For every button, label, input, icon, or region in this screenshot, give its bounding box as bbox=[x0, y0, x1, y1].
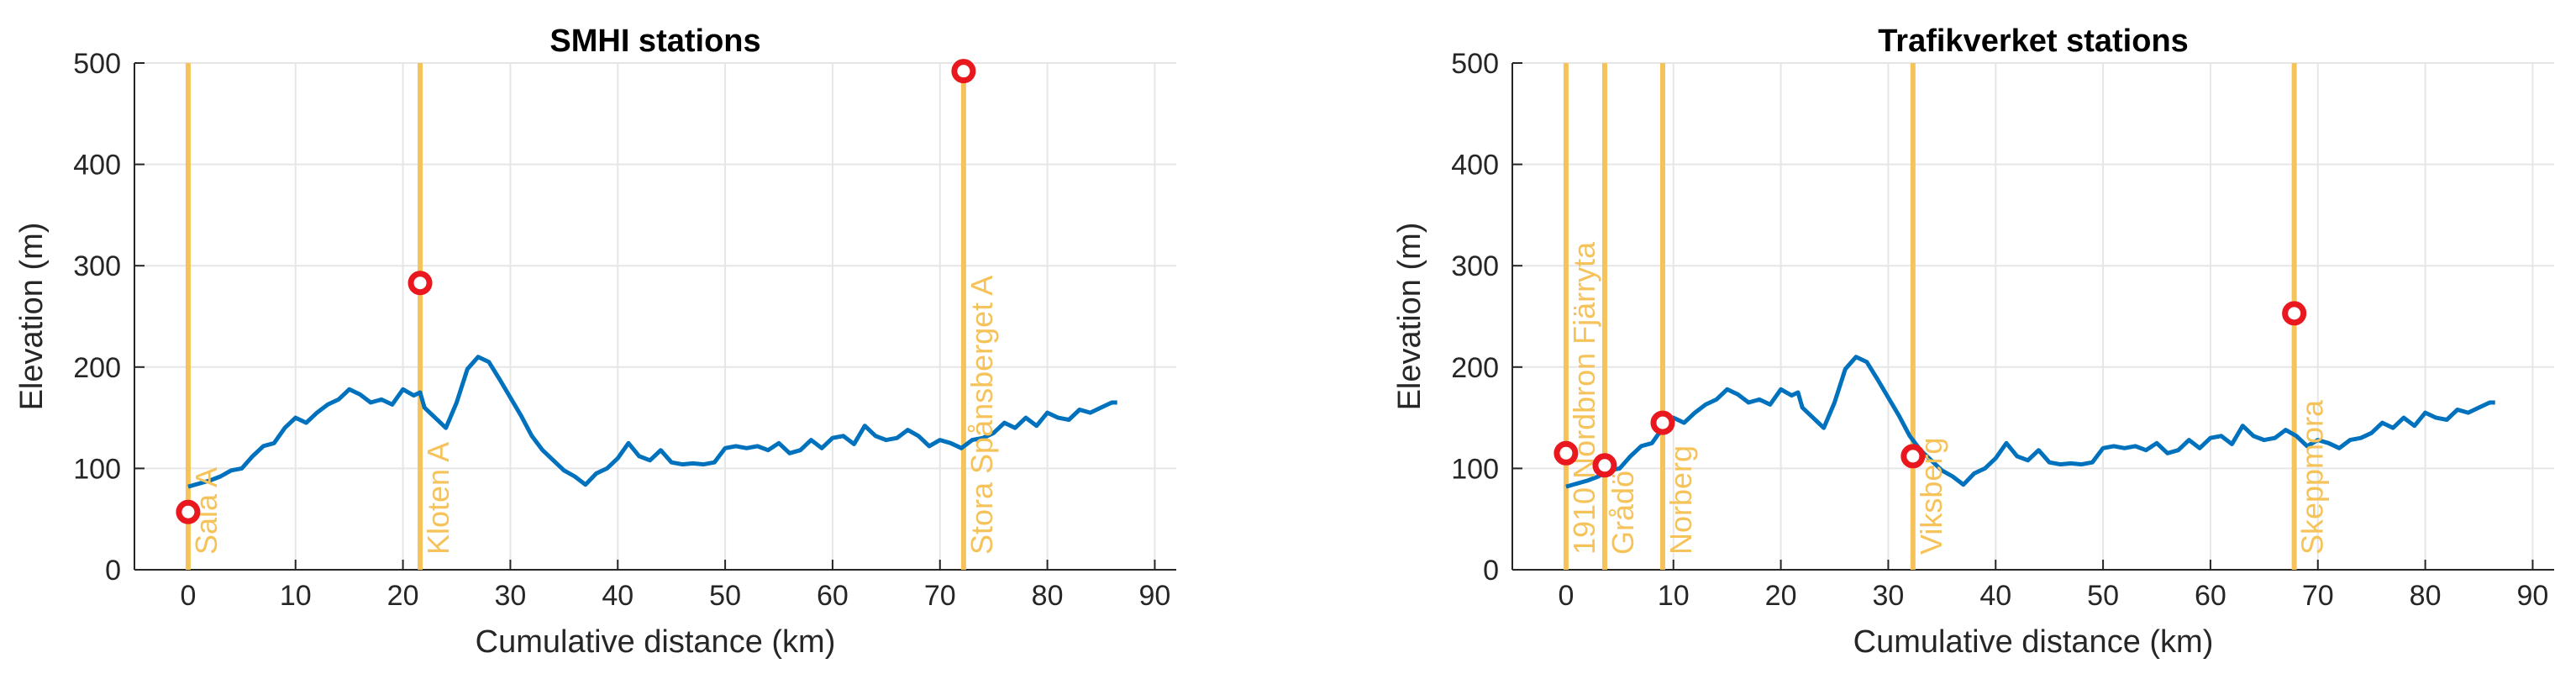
station-marker bbox=[1553, 440, 1579, 466]
y-tick-label: 100 bbox=[73, 453, 121, 485]
x-tick-label: 80 bbox=[1032, 580, 1064, 612]
x-tick-label: 40 bbox=[602, 580, 633, 612]
station-label: 1910 Nordbron Fjärryta bbox=[1567, 241, 1601, 555]
x-tick-label: 70 bbox=[924, 580, 956, 612]
x-tick-label: 90 bbox=[2517, 580, 2549, 612]
x-tick-label: 80 bbox=[2410, 580, 2442, 612]
y-tick-label: 500 bbox=[73, 48, 121, 80]
y-tick-label: 200 bbox=[1451, 352, 1499, 384]
station-marker bbox=[2282, 301, 2307, 326]
station-marker bbox=[1592, 453, 1617, 478]
chart-title: SMHI stations bbox=[549, 24, 760, 59]
chart-panel-2: 0 10 20 30 40 50 60 70 80 90 0 100 200 300 400 500 Trafi… bbox=[1392, 24, 2554, 660]
x-tick-label: 10 bbox=[1658, 580, 1690, 612]
y-axis-label: Elevation (m) bbox=[1392, 223, 1427, 411]
x-tick-label: 30 bbox=[495, 580, 527, 612]
station-marker bbox=[1900, 444, 1926, 469]
y-tick-label: 0 bbox=[1483, 555, 1499, 587]
x-tick-label: 20 bbox=[387, 580, 419, 612]
station-label: Skeppmora bbox=[2295, 399, 2330, 555]
x-tick-label: 0 bbox=[180, 580, 196, 612]
station-marker bbox=[407, 271, 433, 296]
y-tick-label: 300 bbox=[1451, 250, 1499, 282]
x-tick-label: 40 bbox=[1979, 580, 2011, 612]
station-label: Kloten A bbox=[421, 442, 455, 555]
x-axis-label: Cumulative distance (km) bbox=[1853, 624, 2214, 660]
x-tick-label: 70 bbox=[2302, 580, 2334, 612]
x-tick-label: 10 bbox=[280, 580, 312, 612]
station-label: Grådö bbox=[1606, 471, 1640, 555]
x-tick-label: 60 bbox=[817, 580, 849, 612]
elevation-profile-line bbox=[187, 355, 1117, 489]
y-tick-label: 0 bbox=[105, 555, 121, 587]
station-label: Norberg bbox=[1664, 445, 1698, 555]
chart-title: Trafikverket stations bbox=[1878, 24, 2189, 59]
y-tick-label: 400 bbox=[73, 150, 121, 182]
x-tick-label: 50 bbox=[2087, 580, 2119, 612]
station-marker bbox=[176, 499, 201, 524]
x-tick-label: 30 bbox=[1873, 580, 1905, 612]
station-label: Stora Spånsberget A bbox=[965, 276, 999, 555]
x-axis-label: Cumulative distance (km) bbox=[476, 624, 836, 660]
y-tick-label: 200 bbox=[73, 352, 121, 384]
x-tick-label: 90 bbox=[1139, 580, 1171, 612]
elevation-profile-line bbox=[1565, 355, 2495, 489]
station-marker bbox=[951, 59, 976, 84]
x-tick-label: 60 bbox=[2195, 580, 2226, 612]
y-axis-label: Elevation (m) bbox=[14, 223, 50, 411]
station-marker bbox=[1650, 410, 1675, 435]
y-tick-label: 300 bbox=[73, 250, 121, 282]
y-tick-label: 400 bbox=[1451, 150, 1499, 182]
y-tick-label: 500 bbox=[1451, 48, 1499, 80]
x-tick-label: 0 bbox=[1558, 580, 1574, 612]
x-tick-label: 20 bbox=[1765, 580, 1797, 612]
chart-panel-1: 0 10 20 30 40 50 60 70 80 90 0 100 200 300 400 500 SMHI … bbox=[14, 24, 1176, 660]
y-tick-label: 100 bbox=[1451, 453, 1499, 485]
x-tick-label: 50 bbox=[709, 580, 741, 612]
